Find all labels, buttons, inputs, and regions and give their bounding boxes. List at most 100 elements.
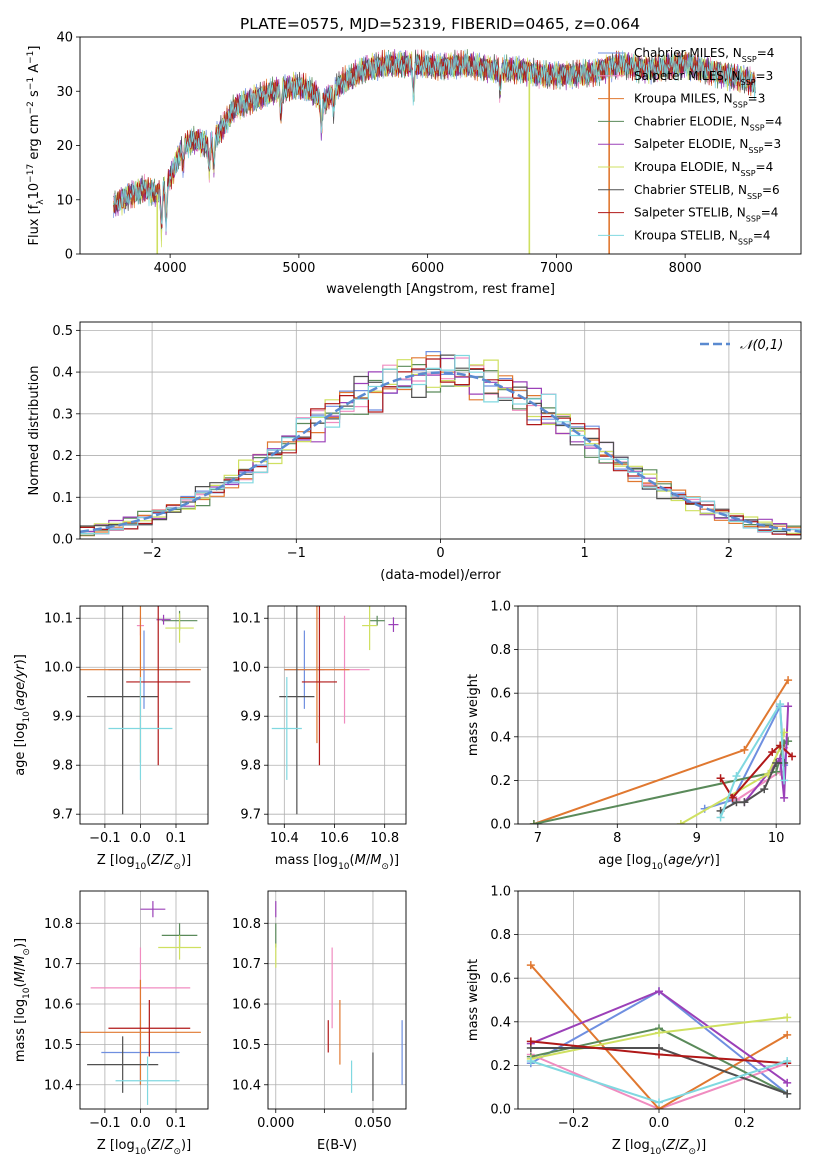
legend-text: Salpeter STELIB, N bbox=[634, 206, 746, 220]
legend-label: Kroupa ELODIE, NSSP=4 bbox=[634, 160, 773, 178]
label-part: ( bbox=[146, 853, 151, 868]
grid bbox=[518, 890, 800, 1110]
legend-count: =4 bbox=[753, 228, 771, 242]
label-part: ( bbox=[350, 853, 355, 868]
series-line bbox=[719, 700, 786, 818]
figure-title: PLATE=0575, MJD=52319, FIBERID=0465, z=0… bbox=[240, 15, 640, 33]
label-part: −2 bbox=[26, 101, 36, 114]
x-tick-label: 0.050 bbox=[354, 1116, 391, 1131]
label-part: / bbox=[675, 1138, 680, 1153]
y-axis-label: Normed distribution bbox=[27, 366, 42, 496]
y-tick-label: 9.9 bbox=[240, 710, 261, 725]
label-part: / bbox=[160, 853, 165, 868]
legend-label: 𝒩(0,1) bbox=[740, 338, 783, 353]
legend-text: Chabrier STELIB, N bbox=[634, 183, 747, 197]
y-tick-label: 0.2 bbox=[52, 449, 73, 464]
x-tick-label: 4000 bbox=[154, 261, 187, 276]
y-axis-label: Flux [fλ10−17 erg cm−2 s−1 A−1] bbox=[26, 46, 46, 246]
plot-area bbox=[80, 351, 801, 537]
legend-sub: SSP bbox=[750, 123, 765, 132]
label-part: )] bbox=[181, 1138, 191, 1153]
y-tick-label: 10.0 bbox=[232, 661, 261, 676]
x-tick-label: 2 bbox=[725, 546, 733, 561]
label-part: ( bbox=[146, 1138, 151, 1153]
label-part: ⊙ bbox=[688, 1147, 696, 1157]
grid bbox=[80, 891, 208, 1109]
y-tick-label: 9.7 bbox=[52, 808, 73, 823]
x-tick-label: 0.1 bbox=[166, 831, 187, 846]
label-part: )] bbox=[696, 1138, 706, 1153]
label-part: Z bbox=[679, 1138, 690, 1153]
label-part: ⊙ bbox=[173, 1147, 181, 1157]
label-part: A bbox=[27, 64, 42, 77]
plot-area bbox=[529, 676, 797, 824]
x-tick-label: −0.1 bbox=[89, 1116, 121, 1131]
y-tick-label: 0.6 bbox=[490, 972, 511, 987]
spectrum-line bbox=[113, 49, 756, 232]
label-part: Z bbox=[150, 853, 161, 868]
legend-label: Kroupa STELIB, NSSP=4 bbox=[634, 228, 771, 246]
label-part: mass [log bbox=[275, 853, 338, 868]
axes-frame bbox=[79, 321, 802, 540]
label-part: age/yr bbox=[668, 853, 711, 868]
y-tick-label: 10.8 bbox=[44, 917, 73, 932]
x-tick-label: 0.0 bbox=[130, 1116, 151, 1131]
y-tick-label: 0.4 bbox=[490, 1015, 511, 1030]
x-tick-label: 10 bbox=[768, 831, 785, 846]
x-axis-label: Z [log10(Z/Z⊙)] bbox=[97, 1138, 191, 1157]
y-tick-label: 10 bbox=[56, 193, 73, 208]
panel-spectrum: 4000 5000 6000 7000 8000 0 10 20 30 40 wavelength … bbox=[26, 31, 802, 297]
x-tick-label: 7000 bbox=[540, 261, 573, 276]
axes-frame bbox=[517, 605, 801, 825]
panel-age-vs-mass: 10.4 10.6 10.8 9.7 9.8 9.9 10.0 10.1 mass [log10… bbox=[232, 605, 407, 872]
label-part: M bbox=[13, 971, 28, 982]
legend-text: Kroupa MILES, N bbox=[634, 92, 733, 106]
y-axis-label: mass weight bbox=[466, 959, 481, 1041]
x-tick-label: −0.1 bbox=[89, 831, 121, 846]
series-line bbox=[704, 702, 786, 810]
legend-label: Chabrier MILES, NSSP=4 bbox=[634, 46, 774, 64]
label-part: Z bbox=[164, 1138, 175, 1153]
label-part: −1 bbox=[26, 77, 36, 90]
y-tick-label: 10.6 bbox=[44, 998, 73, 1013]
legend-text: Kroupa STELIB, N bbox=[634, 228, 738, 242]
legend: 𝒩(0,1) bbox=[700, 338, 783, 353]
y-tick-label: 0.6 bbox=[490, 687, 511, 702]
legend-text: Chabrier ELODIE, N bbox=[634, 114, 750, 128]
label-part: Z [log bbox=[612, 1138, 650, 1153]
y-tick-label: 0.8 bbox=[490, 643, 511, 658]
label-part: −1 bbox=[26, 51, 36, 64]
label-part: 10 bbox=[22, 987, 32, 999]
y-tick-label: 0.2 bbox=[490, 1059, 511, 1074]
y-tick-label: 0.0 bbox=[490, 1103, 511, 1118]
x-axis-label: wavelength [Angstrom, rest frame] bbox=[326, 282, 555, 297]
label-part: ( bbox=[661, 1138, 666, 1153]
label-part: 10 bbox=[135, 1147, 147, 1157]
errorbar-point bbox=[87, 1036, 159, 1093]
histogram-step bbox=[80, 359, 801, 534]
label-part: M bbox=[13, 956, 28, 967]
x-tick-label: 9 bbox=[693, 831, 701, 846]
label-part: 10 bbox=[338, 862, 350, 872]
errorbar-point bbox=[158, 935, 201, 960]
label-part: mass [log bbox=[13, 999, 28, 1062]
legend-text: Kroupa ELODIE, N bbox=[634, 160, 741, 174]
legend-label: Chabrier STELIB, NSSP=6 bbox=[634, 183, 780, 201]
x-axis-label: E(B-V) bbox=[317, 1138, 357, 1153]
plot-area bbox=[80, 606, 201, 815]
grid bbox=[268, 891, 406, 1109]
errorbar-point bbox=[284, 606, 350, 744]
plot-area bbox=[526, 961, 792, 1109]
label-part: 10 bbox=[27, 183, 42, 200]
y-tick-label: 0.0 bbox=[52, 533, 73, 548]
label-part: ] bbox=[27, 46, 42, 51]
label-part: age [log bbox=[13, 723, 28, 776]
y-tick-label: 0.0 bbox=[490, 818, 511, 833]
y-tick-label: 10.7 bbox=[44, 957, 73, 972]
label-part: M bbox=[370, 853, 381, 868]
label-part: M bbox=[355, 853, 366, 868]
y-tick-label: 10.8 bbox=[232, 917, 261, 932]
label-part: 10 bbox=[651, 862, 663, 872]
y-tick-label: 9.7 bbox=[240, 808, 261, 823]
x-tick-label: 0.2 bbox=[734, 1116, 755, 1131]
